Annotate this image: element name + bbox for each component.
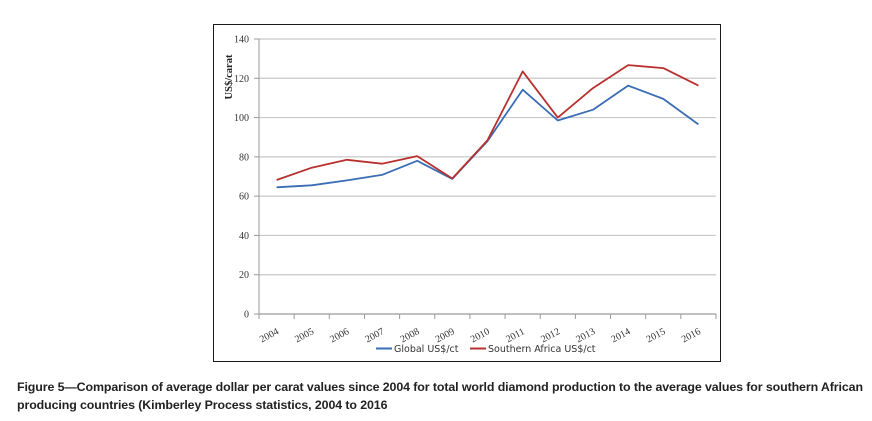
legend-label: Global US$/ct <box>394 344 459 355</box>
y-tick-labels: 0 20 40 60 80 100 120 140 <box>234 35 249 321</box>
x-tick-label: 2010 <box>469 326 492 345</box>
x-tick-label: 2009 <box>434 326 457 345</box>
x-tick-label: 2011 <box>504 326 527 345</box>
x-tick-label: 2008 <box>399 326 422 345</box>
legend-label: Southern Africa US$/ct <box>488 344 596 355</box>
series-line-global <box>276 84 699 189</box>
x-tick-label: 2014 <box>610 326 633 345</box>
y-axis-label: US$/carat <box>224 54 235 99</box>
y-tick-label: 40 <box>239 231 249 242</box>
x-tick-label: 2016 <box>680 326 703 345</box>
series-line-southern-africa <box>276 64 699 181</box>
x-tick-label: 2012 <box>539 326 562 345</box>
legend: Global US$/ct Southern Africa US$/ct <box>376 344 596 355</box>
y-tick-label: 140 <box>234 35 249 46</box>
y-tick-label: 20 <box>239 270 249 281</box>
axes <box>254 38 717 319</box>
chart-frame: 0 20 40 60 80 100 120 140 2004 2005 2006 2007 2008 2… <box>213 24 721 362</box>
x-tick-label: 2004 <box>258 326 281 345</box>
gridlines <box>259 38 716 276</box>
x-tick-label: 2013 <box>574 326 597 345</box>
y-tick-label: 100 <box>234 113 249 124</box>
x-tick-label: 2007 <box>363 326 386 345</box>
x-tick-labels: 2004 2005 2006 2007 2008 2009 2010 2011 2012 2013… <box>258 326 703 345</box>
y-tick-label: 60 <box>239 192 249 203</box>
x-tick-label: 2005 <box>293 326 316 345</box>
x-tick-label: 2006 <box>328 326 351 345</box>
y-tick-label: 80 <box>239 152 249 163</box>
y-tick-label: 120 <box>234 74 249 85</box>
figure-caption: Figure 5—Comparison of average dollar pe… <box>17 380 863 412</box>
y-tick-label: 0 <box>244 310 249 321</box>
series-lines <box>276 64 699 189</box>
x-tick-label: 2015 <box>645 326 668 345</box>
